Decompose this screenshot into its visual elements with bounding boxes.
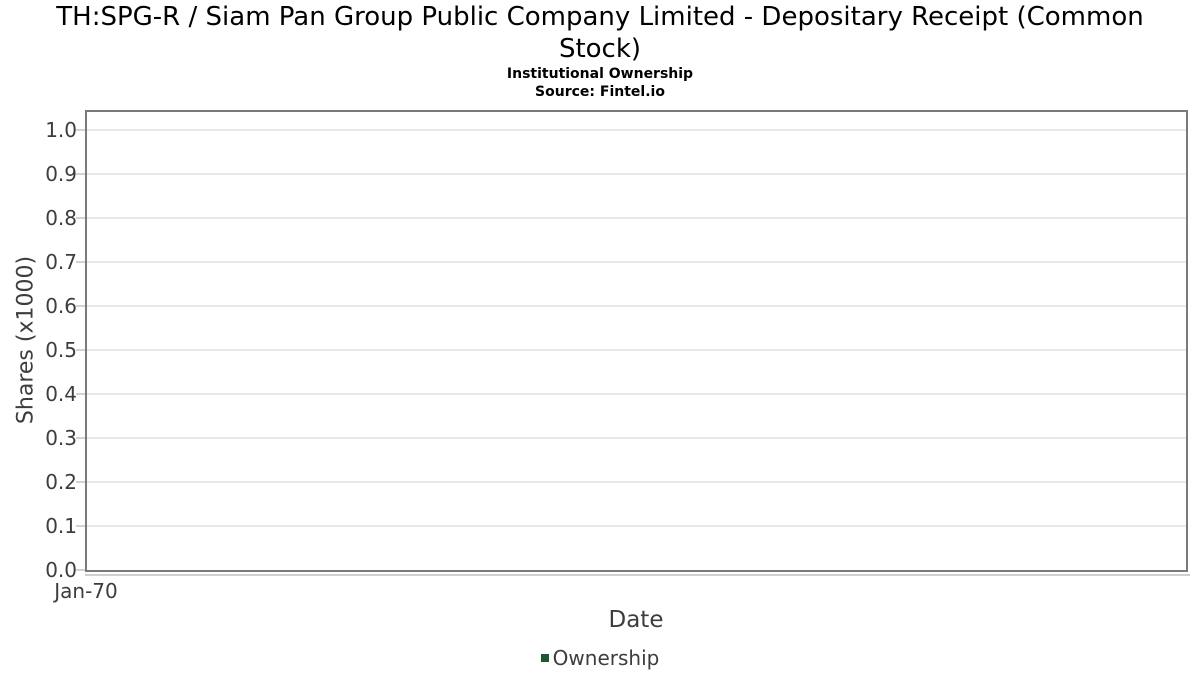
y-tick-label: 0.0 — [45, 558, 77, 582]
y-gridline — [87, 525, 1186, 527]
x-tick-label: Jan-70 — [54, 579, 118, 603]
chart-title-line1: TH:SPG-R / Siam Pan Group Public Company… — [56, 2, 1144, 32]
legend: Ownership — [0, 645, 1200, 670]
x-axis-label: Date — [608, 607, 664, 633]
chart-title-line2: Stock) — [558, 34, 642, 64]
y-gridline — [87, 129, 1186, 131]
y-tick-label: 0.1 — [45, 514, 77, 538]
y-gridline — [87, 349, 1186, 351]
y-gridline — [87, 393, 1186, 395]
y-gridline — [87, 261, 1186, 263]
y-tick-mark — [76, 525, 85, 527]
chart-title: TH:SPG-R / Siam Pan Group Public Company… — [0, 1, 1200, 65]
y-gridline — [87, 481, 1186, 483]
y-tick-mark — [76, 393, 85, 395]
y-tick-label: 0.9 — [45, 162, 77, 186]
y-tick-label: 0.4 — [45, 382, 77, 406]
y-gridline — [87, 305, 1186, 307]
y-tick-label: 1.0 — [45, 118, 77, 142]
y-tick-label: 0.3 — [45, 426, 77, 450]
y-tick-mark — [76, 129, 85, 131]
y-gridline — [87, 217, 1186, 219]
y-tick-label: 0.5 — [45, 338, 77, 362]
y-tick-label: 0.6 — [45, 294, 77, 318]
y-tick-label: 0.2 — [45, 470, 77, 494]
y-tick-label: 0.8 — [45, 206, 77, 230]
y-tick-mark — [76, 217, 85, 219]
y-gridline — [87, 173, 1186, 175]
chart-source: Source: Fintel.io — [535, 84, 665, 100]
y-tick-label: 0.7 — [45, 250, 77, 274]
y-tick-mark — [76, 569, 85, 571]
plot-area — [85, 110, 1188, 572]
y-gridline — [87, 437, 1186, 439]
legend-marker-square-icon — [540, 653, 549, 662]
y-tick-mark — [76, 173, 85, 175]
x-axis-line — [85, 574, 1190, 576]
chart-subtitle: Institutional Ownership — [506, 66, 694, 82]
y-tick-mark — [76, 481, 85, 483]
y-tick-mark — [76, 261, 85, 263]
y-tick-mark — [76, 349, 85, 351]
y-tick-mark — [76, 305, 85, 307]
legend-label: Ownership — [552, 645, 660, 670]
y-tick-mark — [76, 437, 85, 439]
